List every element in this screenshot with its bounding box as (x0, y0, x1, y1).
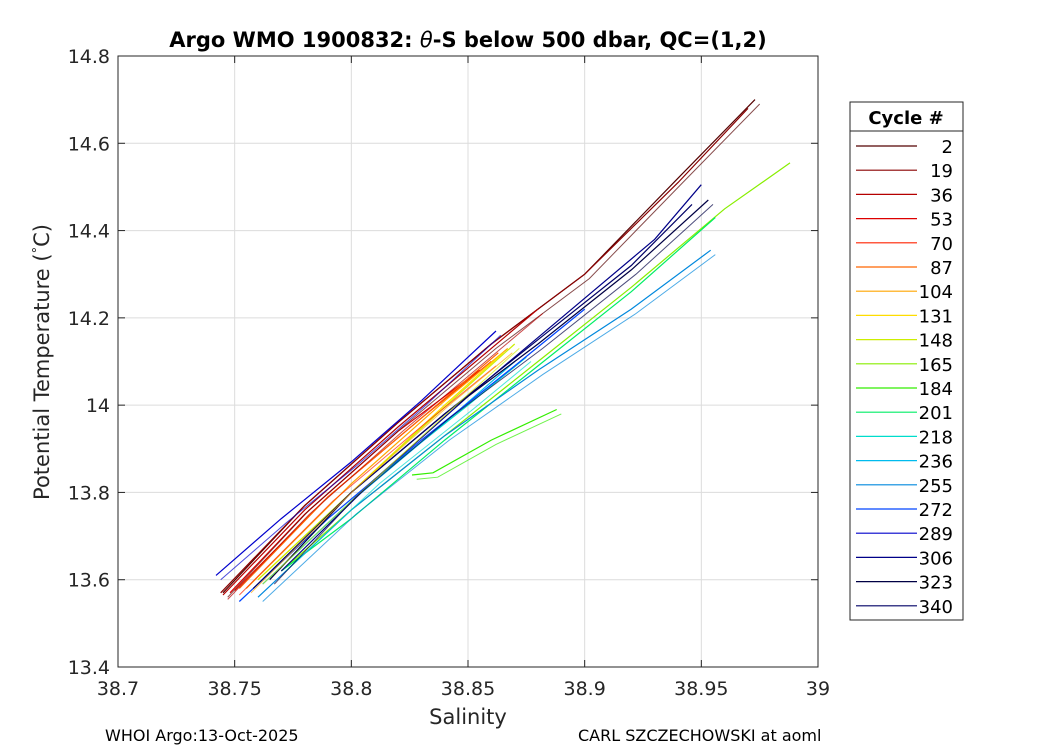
y-axis-label: Potential Temperature (°C) (30, 224, 54, 500)
legend-item: 19 (856, 161, 953, 182)
y-tick-label: 14.4 (68, 221, 110, 243)
legend-label: 306 (919, 548, 953, 569)
series-line-cycle-289 (215, 330, 497, 576)
legend-label: 104 (919, 282, 953, 303)
legend-label: 272 (919, 500, 953, 521)
y-tick-label: 14.2 (68, 308, 110, 330)
x-tick-label: 39 (806, 678, 830, 700)
legend-item: 87 (856, 258, 953, 279)
series-line-cycle-87 (238, 352, 499, 589)
legend-item: 218 (856, 427, 953, 448)
x-tick-label: 38.7 (97, 678, 139, 700)
legend-label: 2 (942, 137, 953, 158)
legend-item: 236 (856, 452, 953, 473)
series-line-cycle-148 (257, 343, 516, 581)
series-line-cycle-36 (222, 308, 539, 596)
legend-label: 201 (919, 403, 953, 424)
series-layer (215, 99, 791, 602)
y-tick-label: 14 (86, 395, 110, 417)
legend-item: 165 (856, 355, 953, 376)
legend-item: 272 (856, 500, 953, 521)
x-tick-label: 38.8 (330, 678, 372, 700)
series-line-cycle-218-repeat (285, 361, 532, 572)
x-tick-label: 38.75 (207, 678, 261, 700)
legend-item: 36 (856, 185, 953, 206)
series-line-cycle-36-repeat (227, 313, 544, 600)
series-line-cycle-289-repeat (220, 334, 502, 581)
legend-title: Cycle # (868, 108, 943, 129)
x-tick-label: 38.9 (564, 678, 606, 700)
y-tick-label: 13.4 (68, 657, 110, 679)
legend-label: 131 (919, 306, 953, 327)
legend-item: 104 (856, 282, 953, 303)
legend: Cycle # 2 19 36 53 70 87 104 131 148 165 184 201 218… (849, 101, 964, 621)
series-line-cycle-184 (411, 408, 557, 476)
series-line-cycle-148-repeat (262, 348, 520, 585)
series-line-cycle-272 (238, 308, 586, 602)
series-line-cycle-255-repeat (262, 254, 716, 602)
legend-label: 323 (919, 573, 953, 594)
legend-item: 53 (856, 210, 953, 231)
legend-item: 340 (856, 597, 953, 618)
legend-item: 306 (856, 548, 953, 569)
x-tick-label: 38.85 (441, 678, 495, 700)
legend-label: 19 (930, 161, 953, 182)
legend-label: 289 (919, 524, 953, 545)
x-axis-label: Salinity (429, 705, 507, 729)
chart-title: Argo WMO 1900832: θ-S below 500 dbar, QC… (169, 28, 766, 52)
legend-label: 165 (919, 355, 953, 376)
x-axis-ticks: 38.7 38.75 38.8 38.85 38.9 38.95 39 (97, 56, 830, 700)
legend-item: 323 (856, 573, 953, 594)
footer-left: WHOI Argo:13-Oct-2025 (105, 726, 299, 745)
legend-label: 87 (930, 258, 953, 279)
y-tick-label: 13.8 (68, 482, 110, 504)
legend-label: 255 (919, 476, 953, 497)
legend-label: 184 (919, 379, 953, 400)
legend-item: 2 (856, 137, 953, 158)
legend-item: 184 (856, 379, 953, 400)
legend-item: 70 (856, 234, 953, 255)
y-tick-label: 14.8 (68, 46, 110, 68)
legend-label: 340 (919, 597, 953, 618)
series-line-cycle-323-repeat (273, 204, 714, 585)
footer-right: CARL SZCZECHOWSKI at aoml (578, 726, 821, 745)
legend-items: 2 19 36 53 70 87 104 131 148 165 184 201 218 236 255 27… (856, 137, 953, 618)
legend-item: 289 (856, 524, 953, 545)
legend-label: 53 (930, 210, 953, 231)
series-line-cycle-104 (245, 347, 509, 589)
legend-label: 70 (930, 234, 953, 255)
y-axis-ticks: 13.4 13.6 13.8 14 14.2 14.4 14.6 14.8 (68, 46, 818, 679)
legend-label: 218 (919, 427, 953, 448)
legend-item: 131 (856, 306, 953, 327)
legend-item: 201 (856, 403, 953, 424)
legend-item: 255 (856, 476, 953, 497)
y-tick-label: 13.6 (68, 570, 110, 592)
legend-item: 148 (856, 331, 953, 352)
legend-label: 148 (919, 331, 953, 352)
series-line-cycle-104-repeat (250, 352, 513, 594)
series-line-cycle-184-repeat (416, 413, 562, 480)
series-line-cycle-2-repeat (227, 103, 761, 598)
legend-label: 236 (919, 452, 953, 473)
x-tick-label: 38.95 (674, 678, 728, 700)
y-tick-label: 14.6 (68, 133, 110, 155)
series-line-cycle-70-repeat (238, 365, 497, 596)
legend-label: 36 (930, 185, 953, 206)
